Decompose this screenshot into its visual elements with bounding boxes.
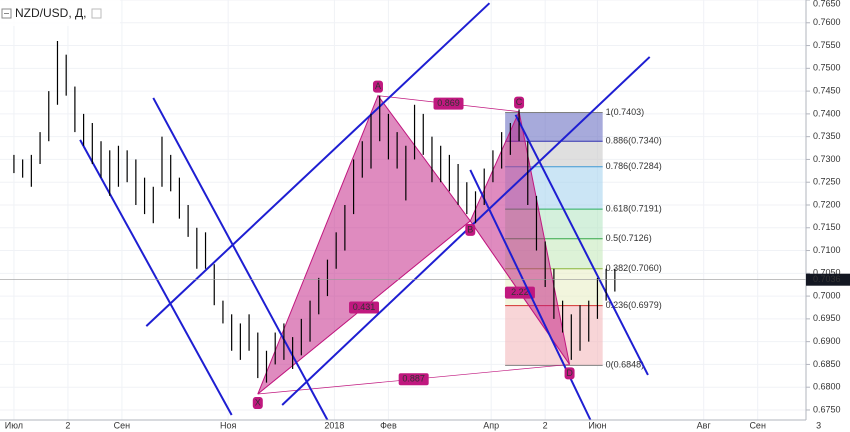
- point-label: B: [467, 224, 473, 234]
- channel-line: [514, 114, 649, 376]
- ratio-badge: [349, 301, 380, 314]
- point-label: A: [375, 81, 381, 91]
- fib-label: 0.618(0.7191): [606, 203, 662, 213]
- point-label: C: [516, 97, 523, 107]
- x-tick-label: Фев: [380, 420, 397, 430]
- fib-label: 0.886(0.7340): [606, 136, 662, 146]
- y-tick-label: 0.7450: [813, 85, 841, 95]
- last-price-label: 0.7036: [813, 274, 841, 284]
- y-tick-label: 0.6800: [813, 382, 841, 392]
- header: NZD/USD, Д,: [0, 0, 120, 26]
- fib-label: 0.786(0.7284): [606, 161, 662, 171]
- y-tick-label: 0.6850: [813, 359, 841, 369]
- point-badge: [465, 223, 476, 236]
- x-tick-label: Ноя: [220, 420, 237, 430]
- ratio-label: 0.869: [437, 98, 460, 108]
- last-price-tag: [806, 273, 850, 286]
- y-tick-label: 0.7000: [813, 290, 841, 300]
- fib-label: 0.5(0.7126): [606, 233, 652, 243]
- y-tick-label: 0.7400: [813, 108, 841, 118]
- fib-label: 0.236(0.6979): [606, 300, 662, 310]
- y-tick-label: 0.7150: [813, 222, 841, 232]
- point-badge: [514, 96, 525, 109]
- y-tick-label: 0.7100: [813, 245, 841, 255]
- x-tick-label: Сен: [749, 420, 766, 430]
- y-tick-label: 0.7600: [813, 17, 841, 27]
- x-tick-label: 2: [65, 420, 70, 430]
- header-bg: [0, 0, 120, 26]
- y-tick-label: 0.7500: [813, 63, 841, 73]
- y-tick-label: 0.6900: [813, 336, 841, 346]
- x-tick-label: 2: [543, 420, 548, 430]
- point-badge: [252, 397, 263, 410]
- point-label: D: [566, 368, 573, 378]
- channel-line: [79, 139, 233, 416]
- x-tick-label: Сен: [114, 420, 131, 430]
- y-tick-label: 0.7050: [813, 268, 841, 278]
- price-axis-panel: [806, 0, 850, 432]
- y-tick-label: 0.7550: [813, 40, 841, 50]
- y-tick-label: 0.7300: [813, 154, 841, 164]
- ratio-label: 0.887: [402, 374, 425, 384]
- y-tick-label: 0.7650: [813, 0, 841, 8]
- settings-icon[interactable]: [91, 8, 102, 19]
- ratio-badge: [398, 373, 429, 386]
- plot-area: 1(0.7403) 0.886(0.7340) 0.786(0.7284) 0.618…: [0, 0, 806, 421]
- y-tick-label: 0.7250: [813, 177, 841, 187]
- y-tick-label: 0.7350: [813, 131, 841, 141]
- symbol-title: NZD/USD, Д,: [15, 6, 86, 20]
- x-tick-label: Апр: [483, 420, 499, 430]
- ratio-label: 0.431: [353, 302, 376, 312]
- y-tick-label: 0.6950: [813, 313, 841, 323]
- y-tick-label: 0.6750: [813, 404, 841, 414]
- fib-label: 0(0.6848): [606, 360, 645, 370]
- x-tick-label: 3: [816, 420, 821, 430]
- channel-line: [152, 97, 329, 421]
- collapse-icon[interactable]: [1, 8, 12, 19]
- point-badge: [372, 80, 383, 93]
- point-label: X: [255, 397, 261, 407]
- ratio-label: 2.22: [511, 287, 529, 297]
- y-tick-label: 0.7200: [813, 199, 841, 209]
- channel-line: [145, 2, 491, 327]
- point-badge: [564, 367, 575, 380]
- x-tick-label: 2018: [324, 420, 344, 430]
- fib-label: 1(0.7403): [606, 107, 645, 117]
- x-tick-label: Июн: [588, 420, 606, 430]
- ratio-badge: [433, 97, 464, 110]
- x-tick-label: Авг: [697, 420, 712, 430]
- fib-label: 0.382(0.7060): [606, 263, 662, 273]
- x-tick-label: Июл: [5, 420, 23, 430]
